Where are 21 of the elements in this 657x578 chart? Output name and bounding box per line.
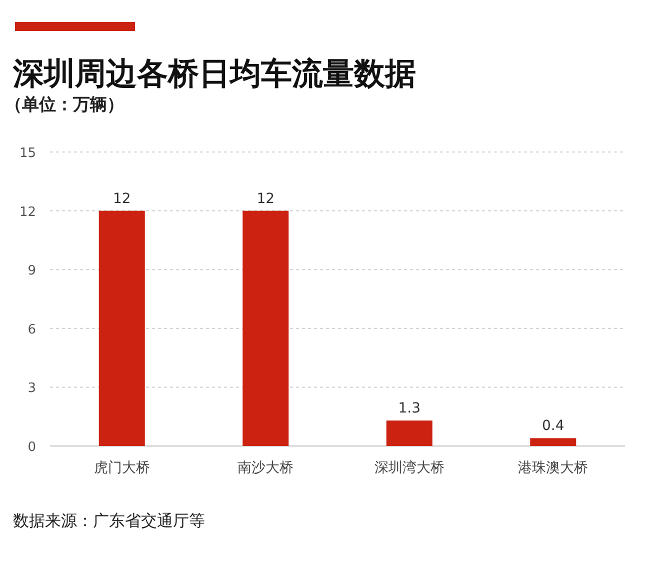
y-tick-label: 3 [28, 381, 36, 396]
y-tick-label: 6 [28, 322, 36, 338]
chart-subtitle: （单位：万辆） [5, 95, 124, 115]
x-tick-label: 南沙大桥 [238, 460, 294, 476]
bar [98, 210, 145, 446]
data-label: 12 [256, 190, 275, 207]
data-label: 1.3 [398, 400, 421, 417]
y-tick-label: 9 [28, 264, 36, 279]
source-note: 数据来源：广东省交通厅等 [13, 511, 205, 530]
y-tick-label: 12 [19, 204, 36, 220]
y-tick-label: 15 [19, 146, 36, 161]
bar [242, 210, 289, 446]
data-label: 0.4 [542, 418, 564, 434]
bar [530, 438, 576, 446]
bar [386, 420, 432, 446]
x-tick-label: 深圳湾大桥 [374, 460, 444, 476]
y-tick-label: 0 [28, 440, 36, 455]
chart-title: 深圳周边各桥日均车流量数据 [12, 56, 416, 92]
x-tick-label: 港珠澳大桥 [518, 460, 588, 476]
x-tick-label: 虎门大桥 [94, 460, 150, 476]
data-label: 12 [112, 190, 131, 207]
